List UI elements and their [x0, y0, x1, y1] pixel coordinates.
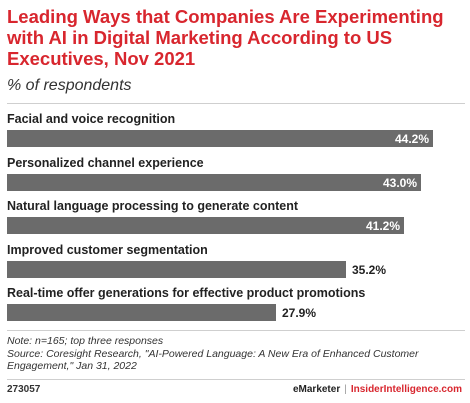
bar-label: Personalized channel experience [7, 155, 204, 170]
footer-divider [7, 379, 465, 380]
chart-notes: Note: n=165; top three responses Source:… [7, 335, 467, 373]
brand-insider-intelligence: InsiderIntelligence.com [350, 384, 462, 395]
bar [7, 217, 404, 234]
note-text: Note: n=165; top three responses [7, 335, 164, 347]
bar-label: Improved customer segmentation [7, 242, 208, 257]
bar-value-label: 35.2% [352, 262, 387, 277]
chart-subtitle: % of respondents [7, 77, 132, 94]
bar-value-label: 44.2% [394, 132, 429, 146]
bar-label: Facial and voice recognition [7, 112, 176, 126]
bar-label: Natural language processing to generate … [7, 199, 299, 213]
bar [7, 304, 276, 321]
bar-value-label: 41.2% [365, 219, 400, 233]
bar [7, 173, 421, 191]
bottom-divider [7, 330, 465, 331]
bar [7, 130, 433, 147]
bar-value-label: 27.9% [282, 306, 317, 320]
bar [7, 260, 346, 278]
top-divider [7, 103, 465, 104]
bar-value-label: 43.0% [382, 175, 417, 190]
source-text: Source: Coresight Research, "AI-Powered … [7, 347, 419, 373]
chart-id: 273057 [7, 384, 41, 395]
chart-title: Leading Ways that Companies Are Experime… [7, 6, 444, 69]
brand-separator: | [344, 384, 347, 395]
footer-brand: eMarketer | InsiderIntelligence.com [293, 384, 462, 395]
bar-label: Real-time offer generations for effectiv… [7, 286, 366, 300]
brand-emarketer: eMarketer [292, 384, 341, 395]
